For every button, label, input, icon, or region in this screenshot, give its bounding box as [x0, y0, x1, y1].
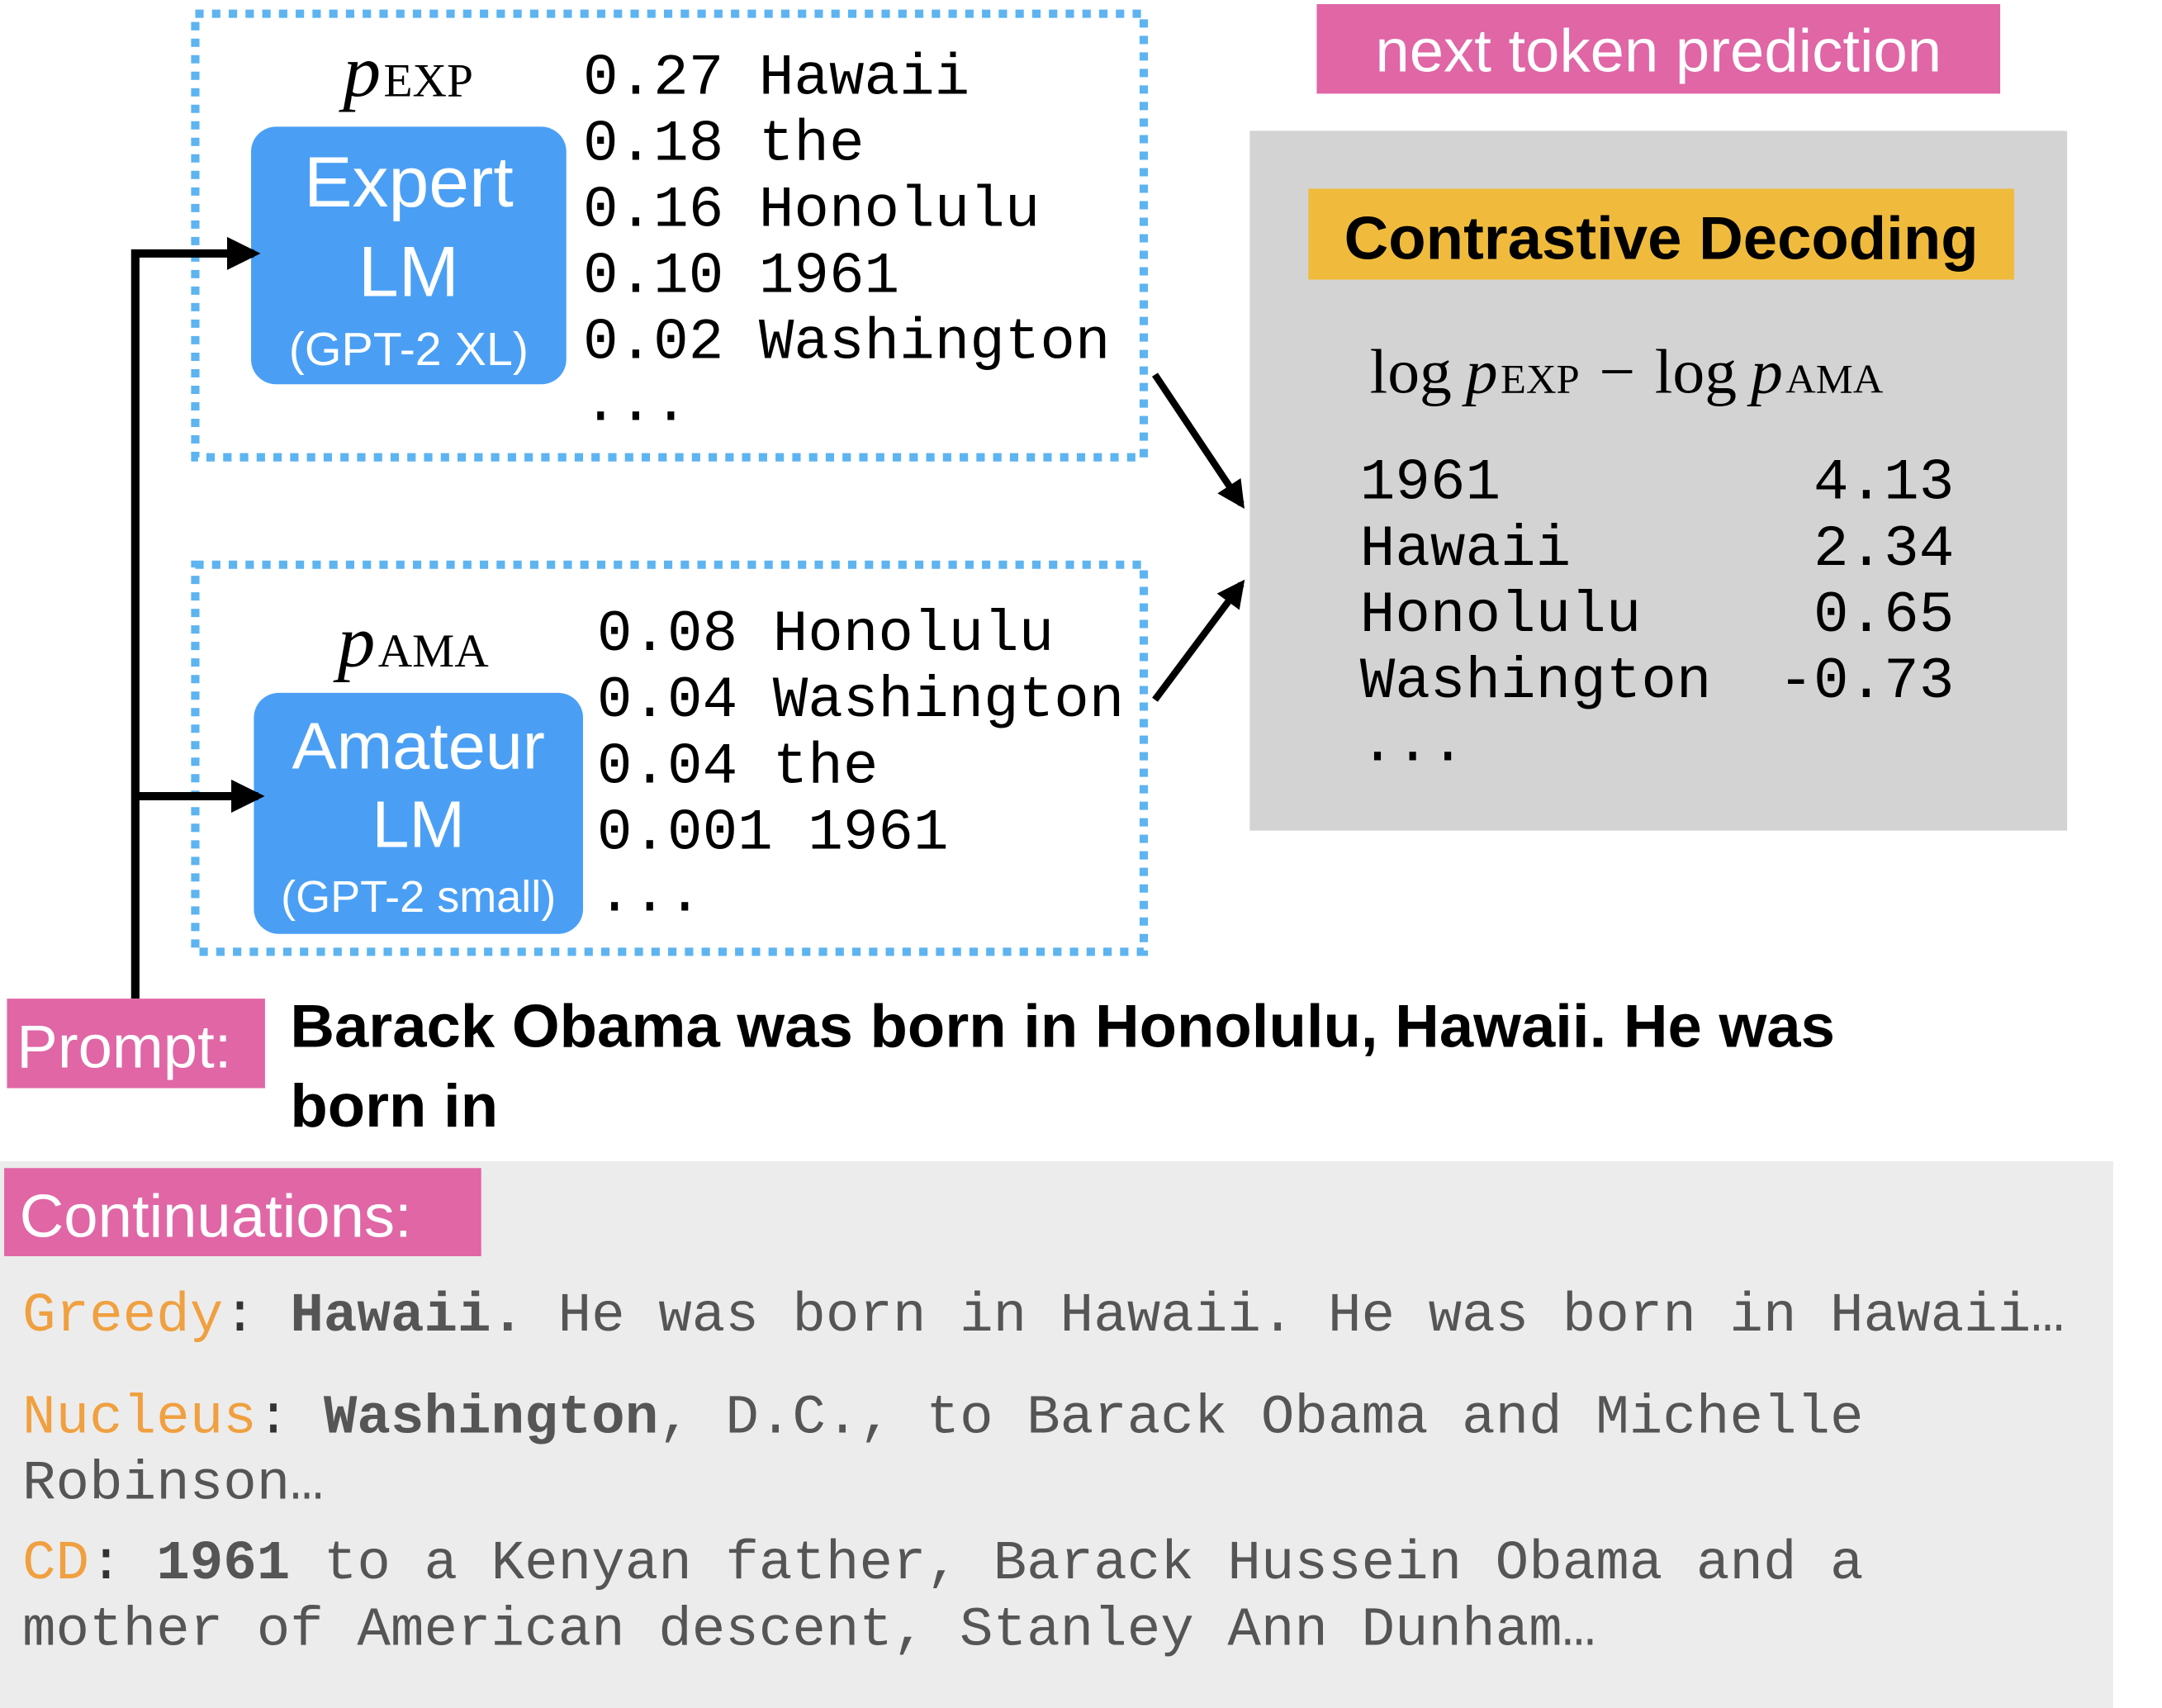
prob-label: pAMA	[333, 600, 489, 683]
op: log	[1370, 336, 1452, 406]
next-token-box	[1316, 4, 2001, 94]
highlight: 1961	[156, 1534, 290, 1597]
cd-title-box	[1308, 188, 2014, 280]
prob: 0.04	[597, 735, 737, 800]
continuation: Greedy: Hawaii. He was born in Hawaii. He…	[22, 1285, 2065, 1348]
text: He was born in Hawaii. He was born in Ha…	[524, 1285, 2065, 1348]
symbol: p	[333, 600, 376, 683]
operator: −	[1599, 336, 1635, 406]
prob: 0.10	[583, 244, 723, 310]
prompt-box	[7, 999, 265, 1089]
model-name: LM	[358, 232, 459, 311]
token: 1961	[808, 801, 948, 866]
amateur-frame	[191, 560, 1149, 956]
prompt-text: born in	[290, 1072, 498, 1140]
score-token: Washington	[1360, 649, 1712, 714]
ellipsis: ...	[1360, 713, 1466, 778]
amateur-box	[254, 692, 584, 934]
score: 0.65	[1814, 583, 1954, 648]
method: Greedy	[22, 1285, 223, 1348]
highlight: Hawaii.	[290, 1285, 524, 1348]
punct: :	[257, 1388, 291, 1450]
op: log	[1655, 336, 1737, 406]
score-token: 1961	[1360, 451, 1501, 516]
score-token: Honolulu	[1360, 583, 1642, 648]
expert-box	[251, 126, 567, 385]
model-name: LM	[372, 788, 465, 861]
token: Hawaii	[759, 46, 970, 111]
model-size: (GPT-2 small)	[281, 872, 556, 922]
prob: 0.001	[597, 801, 773, 866]
continuations-label: Continuations:	[20, 1182, 412, 1250]
continuation: Nucleus: Washington, D.C., to Barack Obam…	[22, 1388, 1864, 1450]
prob: 0.18	[583, 112, 723, 178]
formula: log p EXP − log p AMA	[1370, 336, 1884, 406]
prob: 0.16	[583, 178, 723, 244]
prompt-text: Barack Obama was born in Honolulu, Hawai…	[290, 992, 1835, 1060]
prob: 0.04	[597, 669, 737, 734]
subscript: EXP	[383, 55, 472, 107]
score: 4.13	[1814, 451, 1954, 516]
token: the	[773, 735, 879, 800]
model-name: Expert	[304, 143, 514, 222]
model-size: (GPT-2 XL)	[289, 323, 529, 376]
token: Honolulu	[759, 178, 1041, 244]
ellipsis: ...	[597, 863, 703, 928]
punct: :	[89, 1534, 123, 1597]
arrow	[130, 236, 261, 999]
continuation: CD: 1961 to a Kenyan father, Barack Husse…	[22, 1534, 1864, 1597]
subscript: EXP	[1501, 356, 1580, 402]
score: -0.73	[1778, 649, 1954, 714]
subscript: AMA	[378, 626, 489, 678]
token: Honolulu	[773, 603, 1055, 668]
model-name: Amateur	[292, 709, 545, 783]
prob: 0.08	[597, 603, 737, 668]
token: 1961	[759, 244, 899, 310]
highlight: Washington	[324, 1388, 658, 1450]
text: , D.C., to Barack Obama and Michelle	[658, 1388, 1863, 1450]
punct: :	[223, 1285, 257, 1348]
token: Washington	[759, 311, 1111, 376]
next-token-label: next token prediction	[1375, 17, 1942, 84]
subscript: AMA	[1785, 356, 1883, 402]
prob: 0.27	[583, 46, 723, 111]
continuations-box	[4, 1168, 481, 1256]
symbol: p	[338, 30, 381, 112]
symbol: p	[1747, 336, 1783, 406]
expert-frame	[191, 9, 1149, 462]
prompt-label: Prompt:	[17, 1013, 231, 1080]
method: CD	[22, 1534, 89, 1597]
ellipsis: ...	[583, 372, 689, 438]
token: the	[759, 112, 865, 178]
prob-label: pEXP	[338, 30, 472, 112]
symbol: p	[1462, 336, 1498, 406]
cd-title: Contrastive Decoding	[1344, 204, 1979, 272]
continuation-line: Robinson…	[22, 1454, 324, 1516]
token: Washington	[773, 669, 1125, 734]
arrow	[1152, 579, 1245, 702]
method: Nucleus	[22, 1388, 257, 1450]
continuation-line: mother of American descent, Stanley Ann …	[22, 1600, 1595, 1663]
arrow	[1151, 372, 1245, 509]
score-token: Hawaii	[1360, 517, 1571, 582]
score: 2.34	[1814, 517, 1954, 582]
text: to a Kenyan father, Barack Hussein Obama…	[290, 1534, 1863, 1597]
prob: 0.02	[583, 311, 723, 376]
